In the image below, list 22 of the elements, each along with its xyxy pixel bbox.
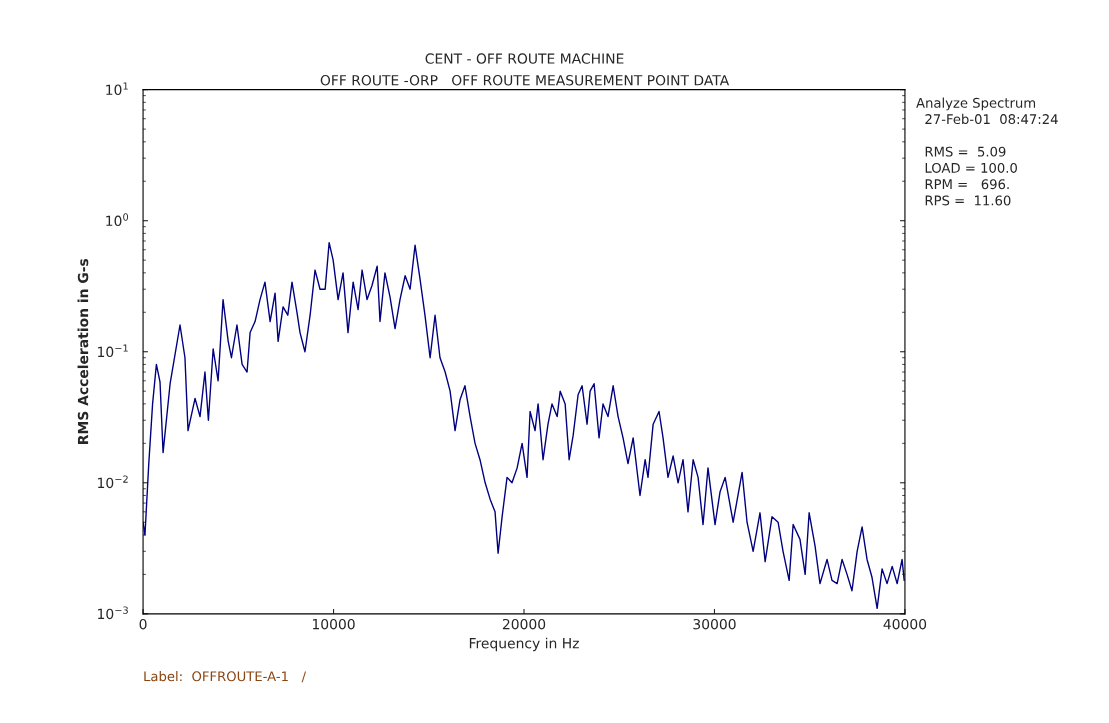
x-tick-label: 0 (139, 618, 147, 630)
line-series (143, 241, 905, 610)
y-tick-label: 10$^{0}$ (106, 213, 129, 227)
x-tick-label: 30000 (693, 618, 736, 630)
chart-title: CENT - OFF ROUTE MACHINE (425, 53, 624, 64)
y-tick-label: 10$^{−3}$ (98, 606, 128, 620)
text: Label: OFFROUTE-A-1 / (144, 671, 307, 683)
y-tick-label: 10$^{−1}$ (98, 344, 128, 358)
y-tick-label: 10$^{1}$ (106, 82, 128, 96)
text: RPS = 11.60 (925, 195, 1011, 206)
y-tick-label: 10$^{−2}$ (98, 475, 128, 489)
text: LOAD = 100.0 (925, 162, 1017, 173)
chart-subtitle: OFF ROUTE -ORP OFF ROUTE MEASUREMENT POINT DATA (320, 75, 730, 86)
text: RMS = 5.09 (925, 146, 1006, 157)
x-tick-label: 10000 (312, 618, 355, 630)
text: 27-Feb-01 08:47:24 (925, 113, 1058, 125)
x-axis-title: Frequency in Hz (469, 637, 579, 652)
text: RPM = 696. (925, 179, 1009, 190)
x-tick-label: 20000 (502, 618, 546, 630)
text: Analyze Spectrum (916, 97, 1036, 111)
y-axis-title: RMS Acceleration in G-s (77, 258, 89, 444)
x-tick-label: 40000 (883, 618, 927, 630)
